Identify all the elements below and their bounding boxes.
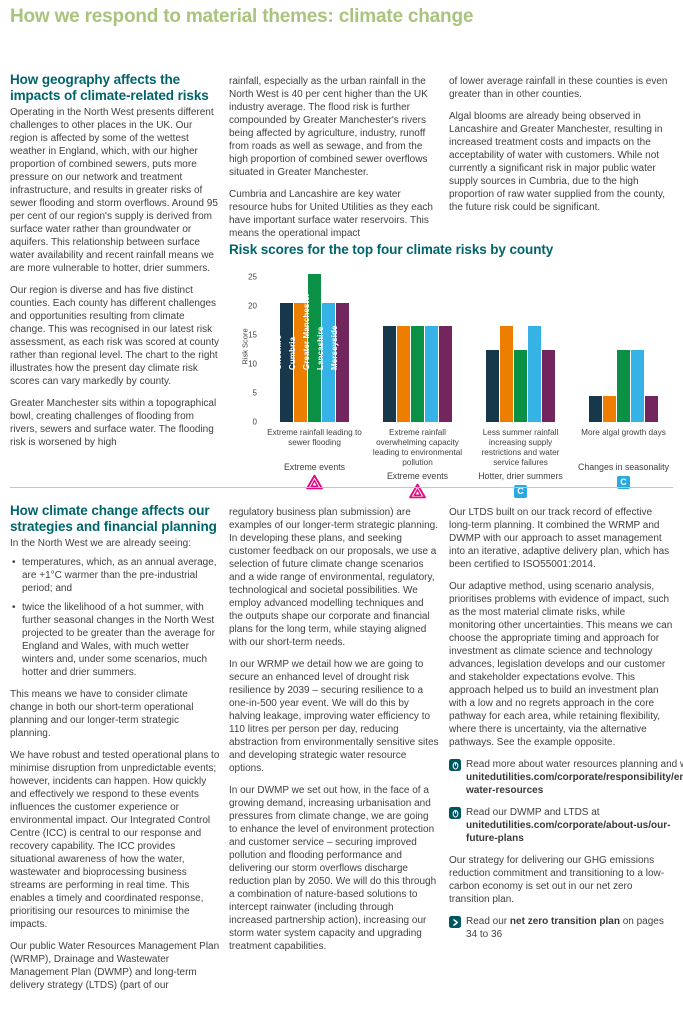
category-label: Less summer rainfall increasing supply r… xyxy=(481,428,560,467)
county-label: Greater Manchester xyxy=(302,293,311,370)
paragraph: This means we have to consider climate c… xyxy=(10,688,194,739)
bullet-list: temperatures, which, as an annual averag… xyxy=(10,556,220,679)
bar-greater-manchester: Greater Manchester xyxy=(302,274,321,422)
bar-lancashire: Lancashire xyxy=(316,303,335,422)
chart-y-axis-ticks: 0 5 10 15 20 25 xyxy=(237,272,257,427)
bar-cumbria: Cumbria xyxy=(288,303,307,422)
paragraph: rainfall, especially as the urban rainfa… xyxy=(229,76,428,178)
paragraph: of lower average rainfall in these count… xyxy=(449,76,668,100)
county-label: Cheshire xyxy=(274,334,283,370)
risk-type-label: Hotter, drier summers xyxy=(478,471,563,481)
bottom-column-2: regulatory business plan submission) are… xyxy=(229,506,439,962)
paragraph: Operating in the North West presents dif… xyxy=(10,106,218,274)
link-text[interactable]: Read our DWMP and LTDS at unitedutilitie… xyxy=(466,807,671,844)
page-title: How we respond to material themes: clima… xyxy=(10,6,474,27)
mouse-icon xyxy=(449,806,466,845)
y-tick-label: 25 xyxy=(248,272,257,282)
bar-lancashire xyxy=(425,326,438,422)
bar-cumbria xyxy=(397,326,410,422)
link-bold-text: net zero transition plan xyxy=(509,916,620,927)
bar-greater-manchester xyxy=(617,349,630,422)
bar-merseyside xyxy=(439,326,452,422)
bar-merseyside xyxy=(542,349,555,422)
bar-greater-manchester xyxy=(514,349,527,422)
chart-bar-group xyxy=(469,274,572,422)
category-label: Extreme rainfall leading to sewer floodi… xyxy=(267,428,362,447)
paragraph: Algal blooms are already being observed … xyxy=(449,111,666,213)
warning-triangle-icon xyxy=(306,474,323,490)
link-text[interactable]: Read our net zero transition plan on pag… xyxy=(466,916,664,940)
link-url: unitedutilities.com/corporate/responsibi… xyxy=(466,772,683,796)
bar-cheshire xyxy=(486,349,499,422)
top-column-3: of lower average rainfall in these count… xyxy=(449,75,674,223)
paragraph: Our adaptive method, using scenario anal… xyxy=(449,581,673,748)
risk-type-label: Extreme events xyxy=(386,471,449,481)
chart-bar-group: Cheshire Cumbria Greater Manchester Lancash… xyxy=(263,274,366,422)
risk-type-label: Extreme events xyxy=(283,462,346,472)
bullet-item: twice the likelihood of a hot summer, wi… xyxy=(10,601,220,679)
chart-plot: Cheshire Cumbria Greater Manchester Lancash… xyxy=(263,274,675,422)
bottom-column-3: Our LTDS built on our track record of ef… xyxy=(449,506,683,950)
category-label: Extreme rainfall overwhelming capacity l… xyxy=(372,428,463,467)
bar-lancashire xyxy=(528,326,541,422)
chart-caption: Extreme rainfall overwhelming capacity l… xyxy=(366,428,469,499)
paragraph: We have robust and tested operational pl… xyxy=(10,749,220,930)
y-tick-label: 15 xyxy=(248,330,257,340)
bar-cumbria xyxy=(603,395,616,422)
bar-merseyside: Merseyside xyxy=(330,303,349,422)
category-label: More algal growth days xyxy=(581,428,666,437)
paragraph: Cumbria and Lancashire are key water res… xyxy=(229,189,433,239)
chart-caption: Less summer rainfall increasing supply r… xyxy=(469,428,572,499)
county-label: Cumbria xyxy=(288,336,297,370)
bar-greater-manchester xyxy=(411,326,424,422)
c-badge-icon: C xyxy=(617,474,630,490)
risk-scores-chart: Risk Score 0 5 10 15 20 25 Cheshire Cumbria Gre… xyxy=(229,264,679,499)
future-plans-link[interactable]: Read our DWMP and LTDS at unitedutilitie… xyxy=(449,806,674,845)
section-divider xyxy=(10,487,673,488)
chevron-icon xyxy=(449,915,466,941)
c-badge-icon: C xyxy=(514,483,527,499)
chart-caption: More algal growth days Changes in seasona… xyxy=(572,428,675,499)
paragraph: Our strategy for delivering our GHG emis… xyxy=(449,855,665,905)
top-column-1: How geography affects the impacts of cli… xyxy=(10,72,220,458)
link-url: unitedutilities.com/corporate/about-us/o… xyxy=(466,820,671,844)
chart-bar-group xyxy=(572,274,675,422)
water-resources-link[interactable]: Read more about water resources planning… xyxy=(449,758,683,797)
geography-section-heading: How geography affects the impacts of cli… xyxy=(10,72,209,103)
y-tick-label: 20 xyxy=(248,301,257,311)
bullet-item: temperatures, which, as an annual averag… xyxy=(10,556,220,595)
risk-type-label: Changes in seasonality xyxy=(578,462,669,472)
paragraph: Our region is diverse and has five disti… xyxy=(10,284,219,387)
chart-title: Risk scores for the top four climate ris… xyxy=(229,242,554,257)
strategies-section-heading: How climate change affects our strategie… xyxy=(10,503,217,534)
paragraph: Our public Water Resources Management Pl… xyxy=(10,940,220,991)
paragraph: Greater Manchester sits within a topogra… xyxy=(10,397,217,448)
bar-cumbria xyxy=(500,326,513,422)
top-column-2: rainfall, especially as the urban rainfa… xyxy=(229,75,439,249)
bar-lancashire xyxy=(631,349,644,422)
y-tick-label: 10 xyxy=(248,359,257,369)
link-text[interactable]: Read more about water resources planning… xyxy=(466,758,683,797)
mouse-icon xyxy=(449,758,466,797)
y-tick-label: 0 xyxy=(252,417,257,427)
chart-caption: Extreme rainfall leading to sewer floodi… xyxy=(263,428,366,499)
county-label: Merseyside xyxy=(330,325,339,370)
warning-triangle-icon xyxy=(409,483,426,499)
chart-captions: Extreme rainfall leading to sewer floodi… xyxy=(263,428,675,499)
paragraph: In our WRMP we detail how we are going t… xyxy=(229,659,439,774)
county-label: Lancashire xyxy=(316,326,325,370)
paragraph: Our LTDS built on our track record of ef… xyxy=(449,507,670,570)
net-zero-plan-link[interactable]: Read our net zero transition plan on pag… xyxy=(449,915,674,941)
paragraph: regulatory business plan submission) are… xyxy=(229,507,438,648)
bar-cheshire xyxy=(383,326,396,422)
bar-cheshire xyxy=(589,395,602,422)
intro-text: In the North West we are already seeing: xyxy=(10,537,192,549)
bar-merseyside xyxy=(645,395,658,422)
bottom-column-1: How climate change affects our strategie… xyxy=(10,503,220,1001)
bar-cheshire: Cheshire xyxy=(274,303,293,422)
chart-bar-group xyxy=(366,274,469,422)
paragraph: In our DWMP we set out how, in the face … xyxy=(229,785,437,952)
y-tick-label: 5 xyxy=(252,388,257,398)
